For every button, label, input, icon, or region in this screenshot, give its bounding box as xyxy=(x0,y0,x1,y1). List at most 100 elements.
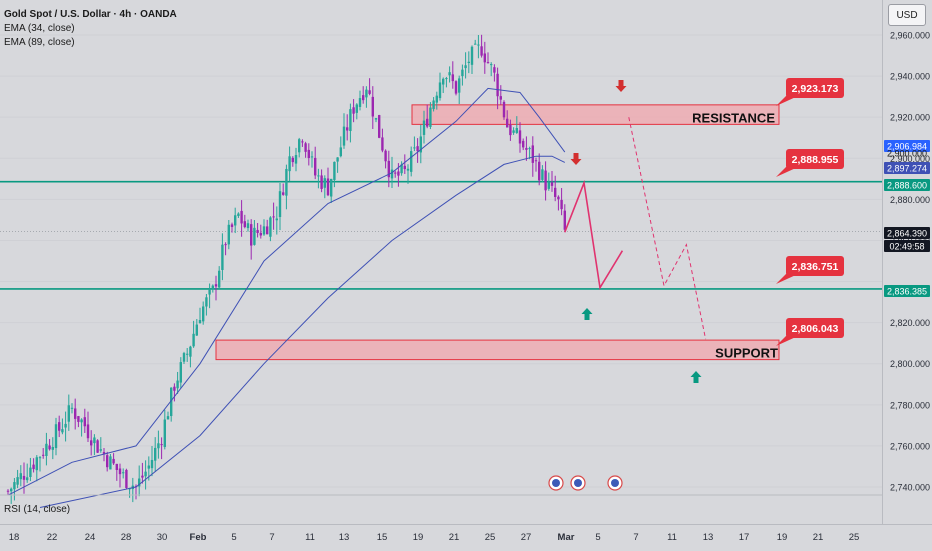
y-tick-label: 2,960.000 xyxy=(890,31,930,41)
price-tag-label: 2,897.274 xyxy=(887,164,927,174)
y-tick-label: 2,740.000 xyxy=(890,483,930,493)
ema89-line xyxy=(39,155,566,508)
candle-body xyxy=(506,118,509,128)
y-tick-label: 2,800.000 xyxy=(890,359,930,369)
candle-body xyxy=(64,423,67,428)
candle-body xyxy=(234,215,237,226)
candle-body xyxy=(26,477,29,481)
candle-body xyxy=(189,346,192,357)
candle-body xyxy=(99,449,102,451)
candle-body xyxy=(477,44,480,46)
candle-body xyxy=(384,150,387,162)
candle-body xyxy=(346,127,349,131)
candle-body xyxy=(534,160,538,162)
candle-body xyxy=(166,416,170,420)
candle-body xyxy=(406,168,410,171)
ema89-legend[interactable]: EMA (89, close) xyxy=(4,37,75,48)
candle-body xyxy=(496,73,499,97)
candle-body xyxy=(19,473,22,480)
candle-body xyxy=(227,224,230,245)
candle-body xyxy=(438,82,442,99)
candle-body xyxy=(218,270,221,288)
symbol-title[interactable]: Gold Spot / U.S. Dollar · 4h · OANDA xyxy=(4,9,177,20)
lower-line-callout-pointer xyxy=(776,274,798,284)
candle-body xyxy=(96,440,99,453)
candle-body xyxy=(106,455,109,468)
candle-body xyxy=(515,128,518,133)
x-tick-label: 30 xyxy=(157,532,168,543)
candle-body xyxy=(333,161,336,180)
candle-body xyxy=(285,168,288,196)
candle-body xyxy=(38,457,42,459)
candle-body xyxy=(326,178,330,196)
candle-body xyxy=(493,67,496,73)
ema34-legend[interactable]: EMA (34, close) xyxy=(4,23,75,34)
x-tick-label: 11 xyxy=(667,532,677,543)
candle-body xyxy=(224,244,227,246)
upper-line-callout-text: 2,888.955 xyxy=(792,154,839,166)
candle-body xyxy=(435,95,438,103)
candle-body xyxy=(518,130,522,144)
price-axis[interactable] xyxy=(882,0,932,550)
candle-body xyxy=(454,81,458,94)
support-callout-pointer xyxy=(776,336,798,346)
currency-selector[interactable]: USD xyxy=(888,4,926,26)
candle-body xyxy=(70,407,74,409)
flag-icon-inner xyxy=(552,479,560,487)
candle-body xyxy=(208,289,211,295)
candle-body xyxy=(250,224,253,246)
candle-body xyxy=(45,443,48,456)
candle-body xyxy=(365,89,368,98)
candle-body xyxy=(13,482,16,490)
candle-body xyxy=(352,107,355,114)
candle-body xyxy=(198,320,202,324)
support-callout-text: 2,806.043 xyxy=(792,323,839,335)
x-tick-label: 25 xyxy=(849,532,860,543)
candle-body xyxy=(464,65,467,69)
candle-body xyxy=(48,445,51,450)
candle-body xyxy=(358,98,362,107)
candle-body xyxy=(448,72,451,76)
candle-body xyxy=(42,454,45,456)
candle-body xyxy=(422,120,426,135)
y-tick-label: 2,940.000 xyxy=(890,72,930,82)
candle-body xyxy=(109,456,112,470)
candle-body xyxy=(426,118,429,127)
x-tick-label: 27 xyxy=(521,532,532,543)
upper-line-callout-box xyxy=(786,149,844,169)
candle-body xyxy=(467,61,470,63)
candle-body xyxy=(86,424,90,439)
x-tick-label: Mar xyxy=(558,532,575,543)
price-tag xyxy=(884,179,930,191)
chart-legend: Gold Spot / U.S. Dollar · 4h · OANDA EMA… xyxy=(4,8,177,50)
candle-body xyxy=(413,147,416,149)
candle-body xyxy=(221,244,224,271)
time-axis[interactable] xyxy=(0,524,932,551)
candle-body xyxy=(330,178,333,197)
price-tag xyxy=(884,140,930,152)
candle-body xyxy=(230,224,234,227)
candle-body xyxy=(317,175,320,177)
rsi-legend[interactable]: RSI (14, close) xyxy=(4,504,71,515)
candle-body xyxy=(342,126,346,146)
price-tag xyxy=(884,240,930,252)
x-tick-label: 13 xyxy=(703,532,714,543)
candle-body xyxy=(394,172,397,174)
projection-path-dashed xyxy=(628,117,707,340)
candle-body xyxy=(522,140,525,148)
candle-body xyxy=(29,467,32,478)
resistance-callout-box xyxy=(786,78,844,98)
candle-body xyxy=(102,452,106,455)
candle-body xyxy=(355,104,358,113)
support-zone xyxy=(215,339,780,361)
candle-body xyxy=(525,147,528,150)
candle-body xyxy=(410,151,413,172)
x-tick-label: 11 xyxy=(305,532,315,543)
support-callout-box xyxy=(786,318,844,338)
candle-body xyxy=(22,475,26,480)
down-arrow-icon xyxy=(570,153,582,165)
candle-body xyxy=(214,284,218,287)
candle-body xyxy=(173,386,176,391)
candle-body xyxy=(179,362,182,383)
